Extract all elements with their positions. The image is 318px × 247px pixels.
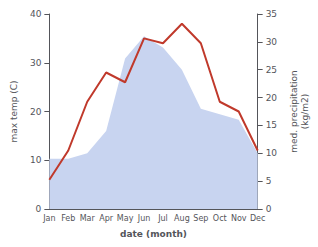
svg-text:Jul: Jul	[157, 214, 168, 223]
svg-text:Dec: Dec	[250, 214, 265, 223]
svg-text:Aug: Aug	[174, 214, 190, 223]
svg-text:35: 35	[266, 9, 277, 19]
svg-text:date (month): date (month)	[120, 229, 187, 239]
svg-text:10: 10	[266, 148, 278, 158]
svg-text:med. precipitation: med. precipitation	[289, 70, 299, 152]
svg-text:(kg/m2): (kg/m2)	[300, 94, 310, 129]
svg-text:max temp (C): max temp (C)	[9, 80, 19, 142]
svg-text:Apr: Apr	[99, 214, 114, 223]
svg-text:Nov: Nov	[231, 214, 247, 223]
svg-text:Sep: Sep	[193, 214, 208, 223]
svg-text:Oct: Oct	[213, 214, 227, 223]
svg-text:0: 0	[36, 204, 42, 214]
svg-text:30: 30	[30, 58, 42, 68]
svg-text:Jan: Jan	[42, 214, 55, 223]
svg-text:25: 25	[266, 65, 277, 75]
svg-text:10: 10	[30, 155, 42, 165]
svg-text:40: 40	[30, 9, 42, 19]
svg-text:5: 5	[266, 176, 272, 186]
svg-text:20: 20	[266, 93, 278, 103]
svg-text:May: May	[117, 214, 134, 223]
svg-text:Feb: Feb	[61, 214, 75, 223]
svg-text:Mar: Mar	[80, 214, 96, 223]
svg-text:Jun: Jun	[137, 214, 151, 223]
svg-text:15: 15	[266, 120, 277, 130]
svg-text:20: 20	[30, 107, 42, 117]
svg-text:0: 0	[266, 204, 272, 214]
svg-text:30: 30	[266, 37, 278, 47]
